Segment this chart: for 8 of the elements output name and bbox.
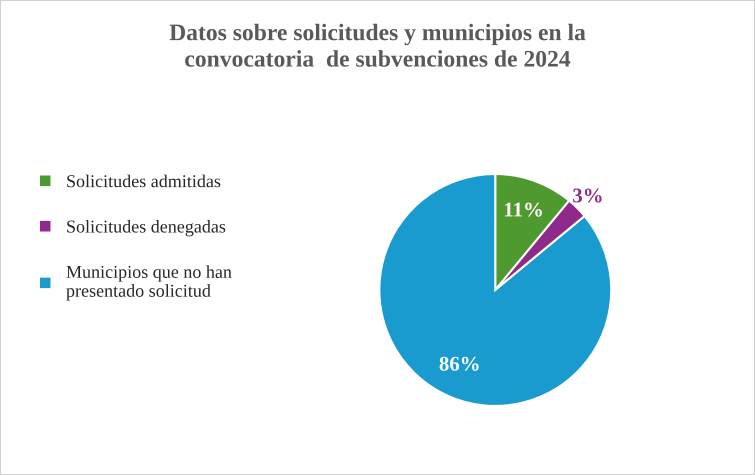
legend-label: Solicitudes denegadas <box>67 220 226 236</box>
chart-title: Datos sobre solicitudes y municipios en la convocatoria de subvenciones de 2024 <box>170 24 586 67</box>
data-label: 11% <box>504 202 542 217</box>
data-label: 3% <box>573 188 602 203</box>
data-label: 86% <box>440 356 479 371</box>
legend-label: Municipios que no han presentado solicitud <box>66 265 232 301</box>
pie-slice <box>378 172 612 407</box>
legend-label: Solicitudes admitidas <box>67 174 220 188</box>
